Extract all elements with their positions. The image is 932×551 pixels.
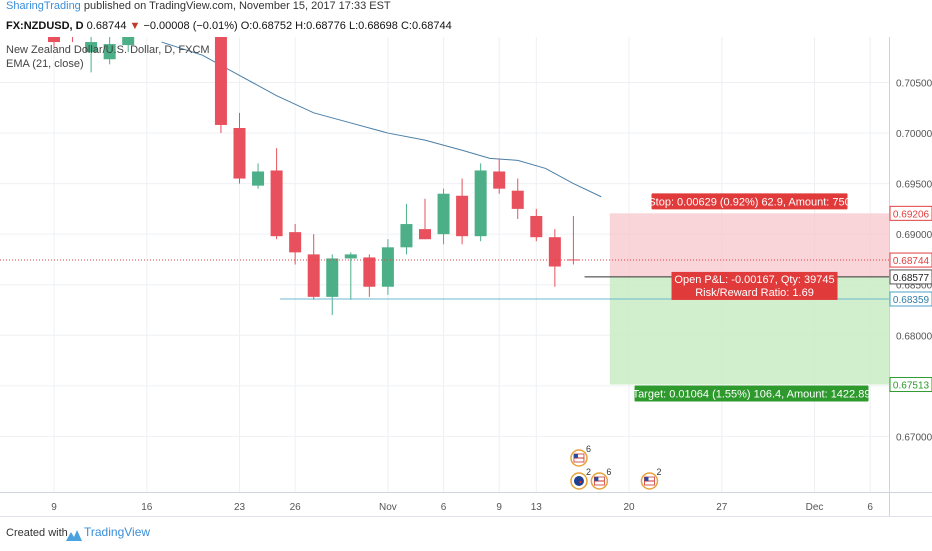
candle-body <box>363 257 376 287</box>
candle-body <box>548 237 561 267</box>
x-tick-label: 26 <box>290 502 302 513</box>
stop-label: Stop: 0.00629 (0.92%) 62.9, Amount: 750 <box>648 196 850 208</box>
candle-body <box>270 170 283 237</box>
candle-body <box>252 171 265 186</box>
us-flag-canton <box>644 477 649 481</box>
published-text: published on TradingView.com, November 1… <box>83 0 391 12</box>
target-label: Target: 0.01064 (1.55%) 106.4, Amount: 1… <box>633 389 871 401</box>
y-tick-label: 0.69000 <box>896 230 932 241</box>
x-tick-label: Nov <box>379 502 397 513</box>
candle-body <box>48 37 60 43</box>
nz-flag-icon <box>573 476 584 486</box>
stop-zone <box>609 213 889 277</box>
x-tick-label: 9 <box>51 502 57 513</box>
risk-reward-label: Risk/Reward Ratio: 1.69 <box>695 287 814 299</box>
us-flag-canton <box>594 477 599 481</box>
candle-body <box>122 37 135 46</box>
candle-body <box>233 128 246 179</box>
price-label-box <box>889 291 932 307</box>
price-label-box <box>889 377 932 393</box>
x-tick-label: 27 <box>716 502 728 513</box>
y-tick-label: 0.69500 <box>896 180 932 191</box>
candle-body <box>67 12 79 17</box>
chart-legend: New Zealand Dollar/U.S. Dollar, D, FXCM … <box>6 43 210 71</box>
x-tick-label: 13 <box>531 502 543 513</box>
symbol-bar: FX:NZDUSD, D 0.68744 ▼ −0.00008 (−0.01%)… <box>0 18 452 34</box>
price-label-box <box>889 205 932 221</box>
last-price: 0.68744 <box>86 20 127 32</box>
candle-body <box>511 190 524 209</box>
low-value: L:0.68698 <box>348 20 398 32</box>
candle-body <box>493 171 506 189</box>
price-label: 0.68744 <box>893 256 930 267</box>
candle-body <box>344 254 357 259</box>
footer: Created with TradingView <box>0 516 932 551</box>
y-tick-label: 0.70000 <box>896 129 932 140</box>
stop-label-box <box>651 193 848 210</box>
symbol-name: FX:NZDUSD, D <box>6 20 84 32</box>
candle-body <box>214 37 227 125</box>
event-count: 2 <box>586 467 591 477</box>
price-change: −0.00008 (−0.01%) <box>143 20 238 32</box>
tradingview-link[interactable]: TradingView <box>84 525 151 539</box>
candle-body <box>474 170 487 237</box>
author-name[interactable]: SharingTrading <box>6 0 81 12</box>
open-value: O:0.68752 <box>240 20 293 32</box>
tradingview-logo-icon <box>66 530 82 541</box>
x-tick-label: 23 <box>234 502 246 513</box>
y-tick-label: 0.67000 <box>896 432 932 443</box>
change-arrow-icon: ▼ <box>129 20 141 32</box>
price-label: 0.67513 <box>893 381 930 392</box>
close-value: C:0.68744 <box>400 20 452 32</box>
us-flag-canton <box>573 454 578 458</box>
price-label: 0.68359 <box>893 295 930 306</box>
candle-body <box>419 229 431 240</box>
target-label-box <box>634 385 869 402</box>
event-count: 6 <box>606 467 611 477</box>
price-label-box <box>889 252 932 268</box>
candle-body <box>456 195 469 237</box>
candle-body <box>289 232 302 253</box>
nz-flag-star <box>579 481 582 483</box>
x-tick-label: Dec <box>806 502 824 513</box>
ema-line <box>161 41 602 198</box>
pnl-label: Open P&L: -0.00167, Qty: 39745 <box>674 274 834 286</box>
price-label: 0.69206 <box>893 209 930 220</box>
candle-body <box>103 44 116 60</box>
event-count: 6 <box>586 444 591 454</box>
x-tick-label: 16 <box>141 502 153 513</box>
series-name[interactable]: New Zealand Dollar/U.S. Dollar, D, FXCM <box>6 44 210 56</box>
x-tick-label: 6 <box>441 502 447 513</box>
price-label: 0.68577 <box>893 273 930 284</box>
published-header: SharingTrading published on TradingView.… <box>0 0 932 14</box>
candle-body <box>400 224 413 248</box>
price-chart[interactable]: 0.70500 0.70000 0.69500 0.69000 0.68500 0.680… <box>0 0 932 516</box>
indicator-name[interactable]: EMA (21, close) <box>6 58 84 70</box>
plot-area <box>0 12 889 492</box>
candle-body <box>381 247 394 287</box>
x-tick-label: 6 <box>867 502 873 513</box>
created-with-text: Created with <box>6 527 68 539</box>
candle-body <box>85 42 98 53</box>
candle-body <box>326 258 339 297</box>
x-tick-label: 20 <box>623 502 635 513</box>
candle-body <box>437 193 450 235</box>
pnl-label-box <box>671 271 838 300</box>
candle-body <box>530 215 543 238</box>
event-count: 2 <box>656 467 661 477</box>
y-tick-label: 0.70500 <box>896 79 932 90</box>
x-tick-label: 9 <box>496 502 502 513</box>
y-tick-label: 0.68500 <box>896 281 932 292</box>
candle-body <box>307 254 320 297</box>
y-tick-label: 0.68000 <box>896 331 932 342</box>
high-value: H:0.68776 <box>295 20 346 32</box>
price-label-box <box>889 269 932 285</box>
